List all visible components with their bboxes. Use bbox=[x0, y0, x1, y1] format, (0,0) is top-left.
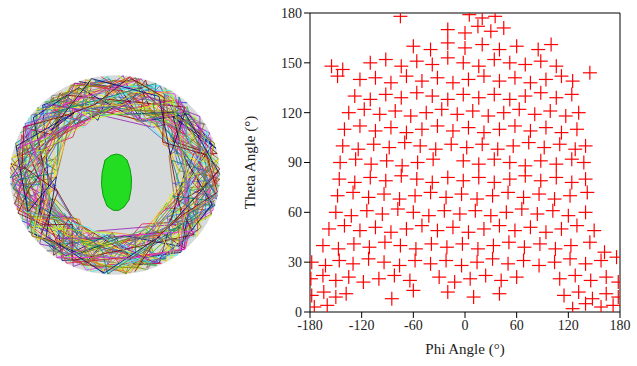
svg-text:Phi Angle (°): Phi Angle (°) bbox=[425, 341, 504, 358]
svg-text:90: 90 bbox=[288, 155, 302, 170]
svg-text:30: 30 bbox=[288, 255, 302, 270]
svg-text:150: 150 bbox=[281, 56, 302, 71]
svg-text:180: 180 bbox=[610, 318, 631, 333]
svg-text:0: 0 bbox=[462, 318, 469, 333]
svg-text:-120: -120 bbox=[349, 318, 375, 333]
svg-text:0: 0 bbox=[295, 305, 302, 320]
svg-text:180: 180 bbox=[281, 6, 302, 21]
svg-text:Theta Angle (°): Theta Angle (°) bbox=[242, 116, 259, 209]
svg-text:60: 60 bbox=[288, 205, 302, 220]
svg-text:120: 120 bbox=[281, 106, 302, 121]
svg-text:60: 60 bbox=[510, 318, 524, 333]
svg-text:-60: -60 bbox=[404, 318, 423, 333]
svg-text:-180: -180 bbox=[297, 318, 323, 333]
svg-text:120: 120 bbox=[558, 318, 579, 333]
